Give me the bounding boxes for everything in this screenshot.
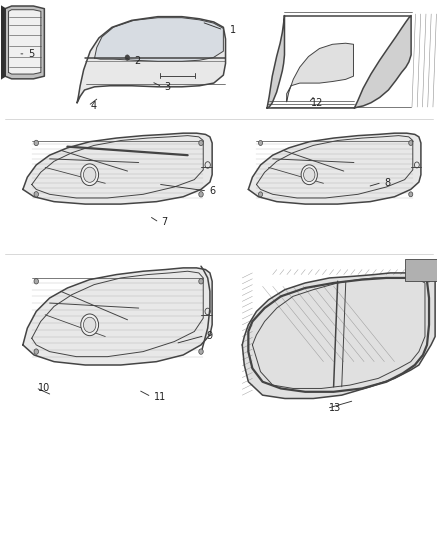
Polygon shape <box>354 15 411 108</box>
Circle shape <box>125 55 130 60</box>
Circle shape <box>258 192 262 197</box>
Text: 6: 6 <box>209 186 215 196</box>
Polygon shape <box>1 6 5 79</box>
Circle shape <box>258 141 262 146</box>
Circle shape <box>409 192 413 197</box>
Text: 5: 5 <box>28 49 34 59</box>
Circle shape <box>304 168 315 182</box>
Circle shape <box>199 349 203 354</box>
Polygon shape <box>23 133 212 204</box>
Bar <box>405 259 438 281</box>
Polygon shape <box>9 10 41 74</box>
Circle shape <box>34 279 39 284</box>
Text: 11: 11 <box>153 392 166 402</box>
Circle shape <box>199 191 203 197</box>
Polygon shape <box>248 133 421 204</box>
Polygon shape <box>77 17 226 103</box>
Circle shape <box>409 141 413 146</box>
Text: 3: 3 <box>164 82 170 92</box>
Text: 8: 8 <box>384 177 390 188</box>
Circle shape <box>199 279 203 284</box>
Circle shape <box>84 317 96 333</box>
Circle shape <box>301 165 318 184</box>
Polygon shape <box>95 18 223 61</box>
Text: 10: 10 <box>38 383 50 393</box>
Circle shape <box>34 349 39 354</box>
Circle shape <box>81 314 99 336</box>
Text: 7: 7 <box>161 217 168 228</box>
Polygon shape <box>23 268 212 365</box>
Text: 13: 13 <box>329 403 341 414</box>
Polygon shape <box>242 273 435 399</box>
Text: 1: 1 <box>230 25 236 35</box>
Polygon shape <box>5 6 44 79</box>
Circle shape <box>81 164 99 185</box>
Text: 12: 12 <box>311 98 323 108</box>
Polygon shape <box>287 43 353 102</box>
Polygon shape <box>267 15 285 108</box>
Text: 9: 9 <box>207 330 213 341</box>
Circle shape <box>34 140 39 146</box>
Circle shape <box>84 167 96 182</box>
Circle shape <box>34 191 39 197</box>
Text: 2: 2 <box>134 56 140 66</box>
Text: 4: 4 <box>90 101 96 111</box>
Circle shape <box>199 140 203 146</box>
